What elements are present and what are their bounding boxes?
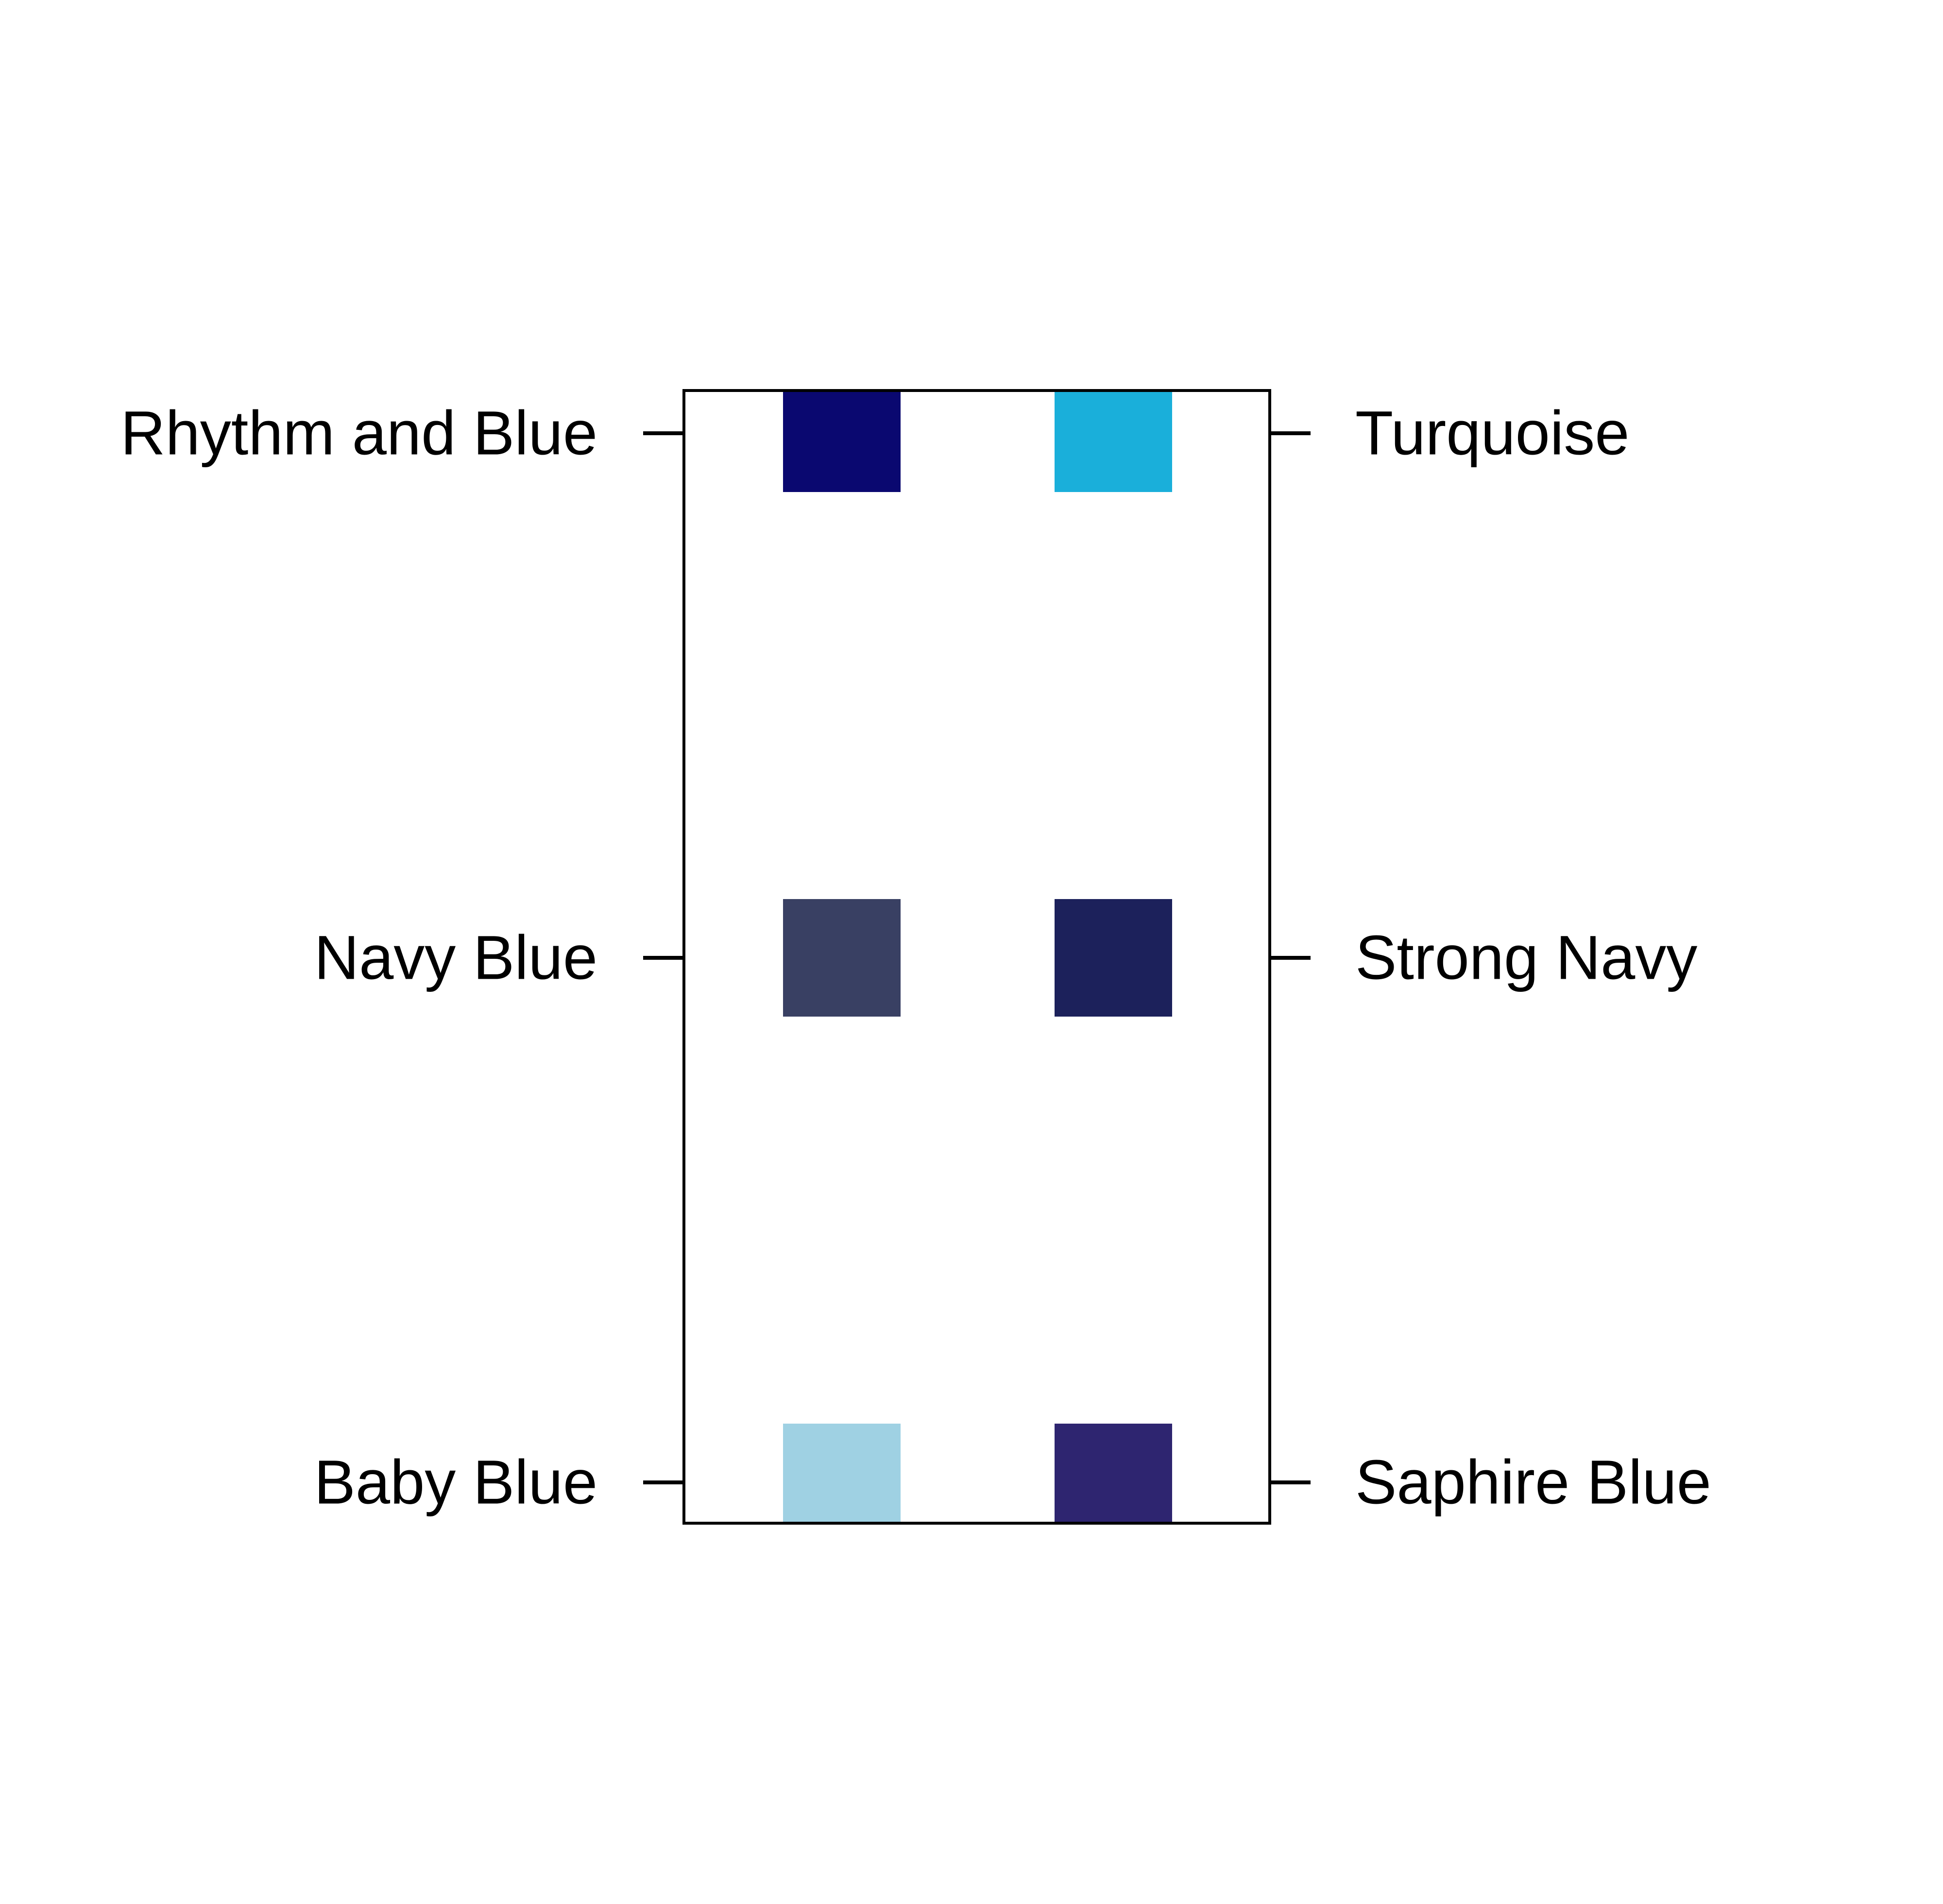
- right-axis-label: Saphire Blue: [1355, 1448, 1711, 1517]
- swatch-cell-0-1: [1055, 391, 1172, 492]
- swatch-cell-2-1: [1055, 1424, 1172, 1523]
- swatch-cells: [783, 391, 1172, 1523]
- left-axis-label: Rhythm and Blue: [120, 399, 597, 468]
- right-axis-label: Strong Navy: [1355, 923, 1697, 993]
- left-axis-label: Navy Blue: [314, 923, 597, 993]
- left-axis-label: Baby Blue: [314, 1448, 598, 1517]
- right-axis-label: Turquoise: [1355, 399, 1629, 468]
- swatch-cell-1-0: [783, 899, 901, 1017]
- swatch-cell-2-0: [783, 1424, 901, 1523]
- plot-frame: [682, 389, 1271, 1525]
- swatch-cell-0-0: [783, 391, 901, 492]
- swatch-cell-1-1: [1055, 899, 1172, 1017]
- axis-labels: Rhythm and Blue Navy Blue Baby Blue Turquoi…: [120, 399, 1711, 1517]
- axis-ticks: [643, 431, 1311, 1484]
